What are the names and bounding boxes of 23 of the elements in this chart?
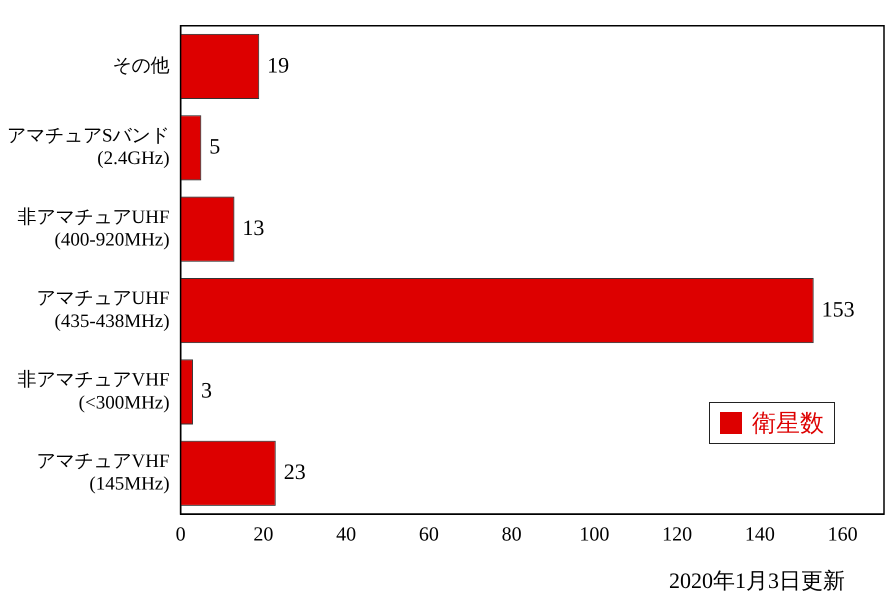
- data-label: 13: [242, 215, 264, 240]
- x-tick-label: 100: [579, 523, 610, 546]
- x-tick-label: 80: [502, 523, 522, 546]
- legend-label: 衛星数: [752, 410, 824, 439]
- x-tick-label: 60: [418, 523, 439, 546]
- x-tick-label: 120: [662, 523, 692, 546]
- y-tick-label: 非アマチュアUHF (400-920MHz): [18, 206, 170, 251]
- x-tick-label: 0: [176, 523, 186, 546]
- y-tick-label: アマチュアVHF (145MHz): [36, 450, 170, 495]
- x-tick-label: 40: [336, 523, 356, 546]
- y-tick-label: アマチュアUHF (435-438MHz): [36, 288, 170, 332]
- data-label: 19: [267, 52, 290, 78]
- x-tick-label: 140: [744, 523, 775, 546]
- x-tick-label: 160: [828, 523, 858, 546]
- text: 2020年1月3日更新: [669, 567, 845, 595]
- data-label: 5: [209, 134, 220, 159]
- y-tick-label: アマチュアSバンド (2.4GHz): [6, 125, 170, 170]
- data-label: 153: [822, 296, 855, 322]
- y-tick-label: その他: [112, 55, 170, 76]
- data-label: 23: [284, 459, 306, 484]
- y-tick-label: 非アマチュアVHF (<300MHz): [18, 370, 170, 414]
- data-label: 3: [200, 378, 212, 403]
- x-tick-label: 20: [253, 523, 274, 546]
